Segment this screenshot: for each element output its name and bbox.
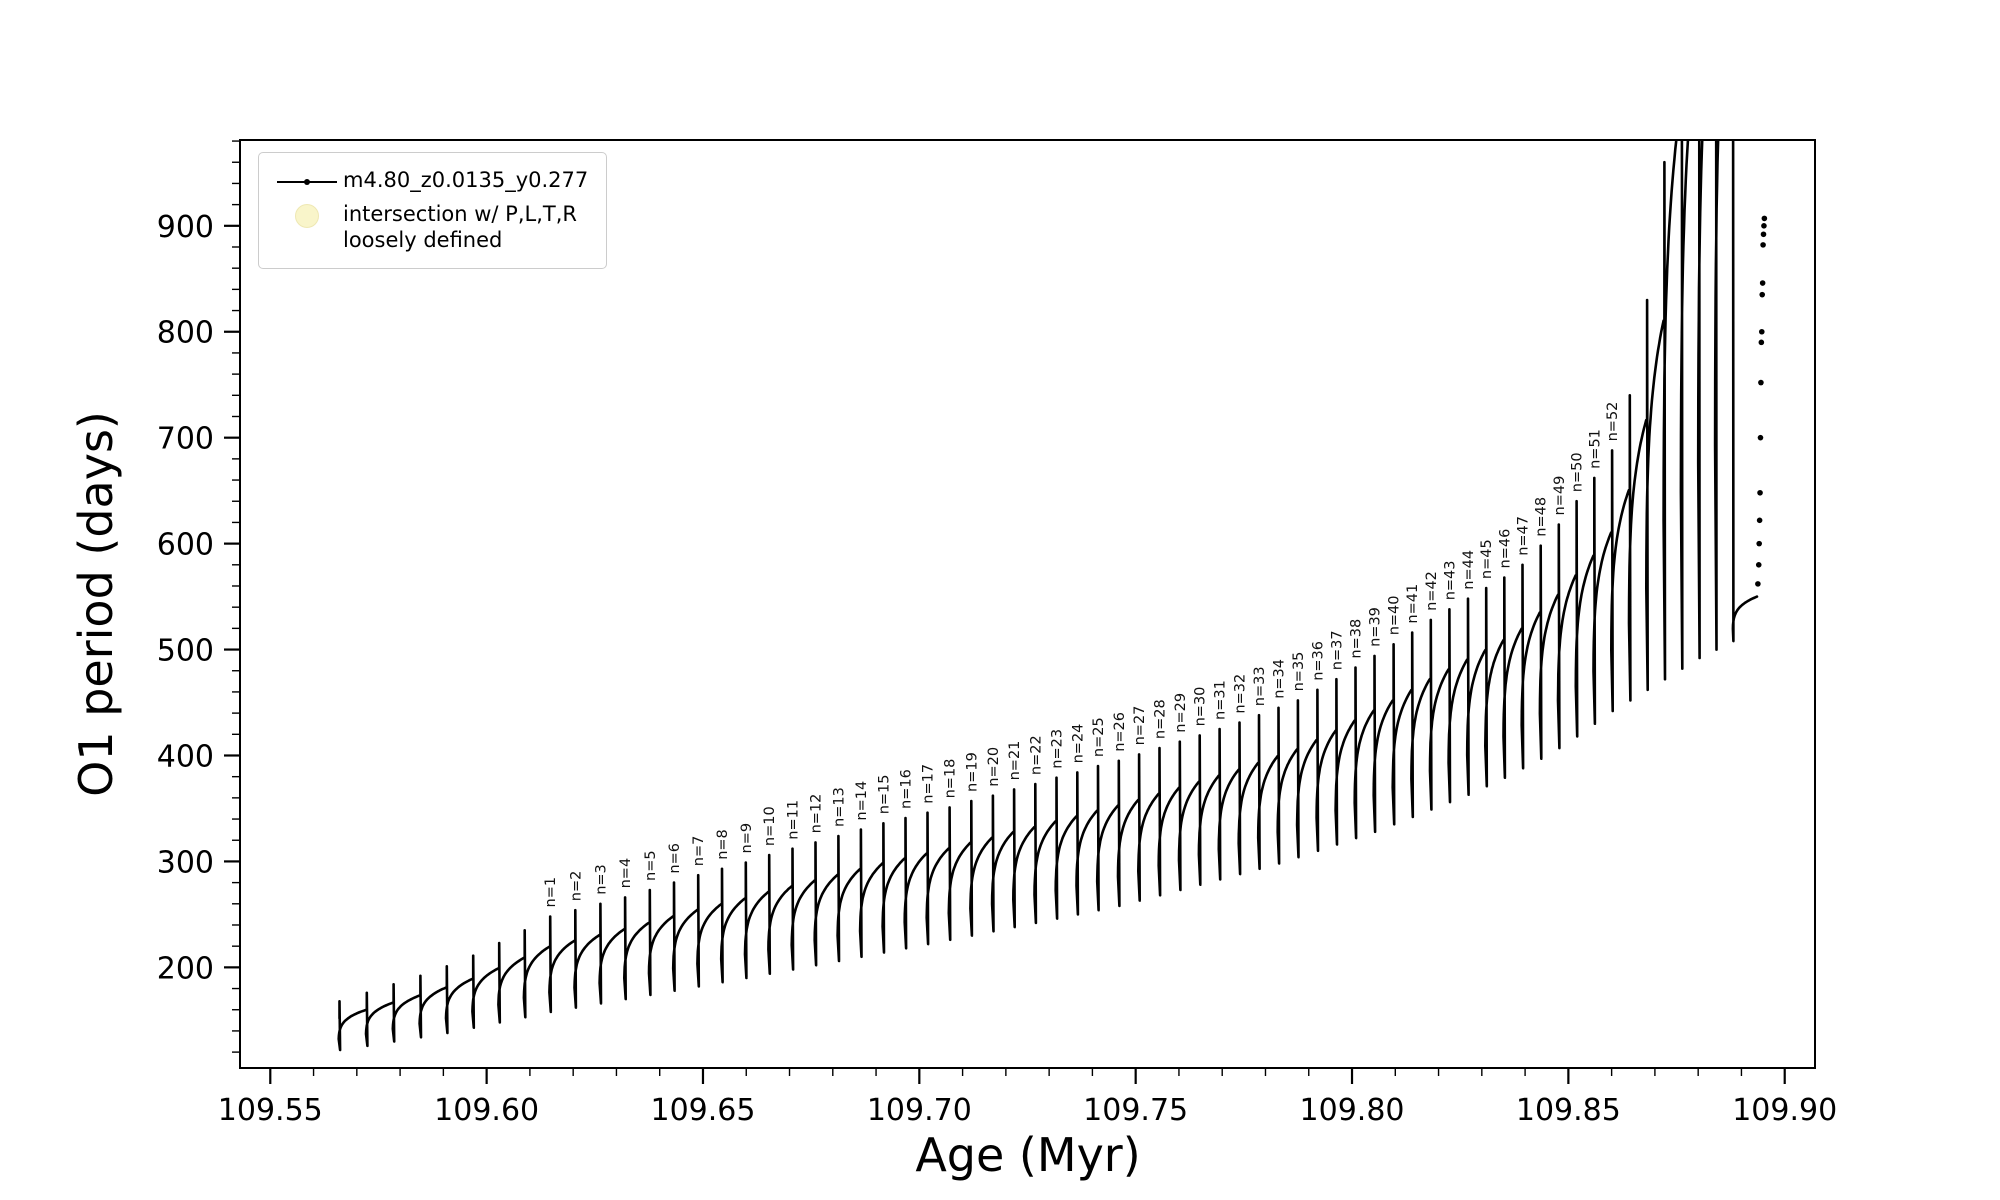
data-point — [1757, 489, 1763, 496]
pulse-label: n=42 — [1424, 571, 1440, 611]
data-point — [1761, 215, 1768, 222]
pulse-label: n=38 — [1349, 619, 1365, 659]
pulse-label: n=48 — [1534, 497, 1550, 537]
pulse-label: n=35 — [1291, 652, 1307, 692]
pulse-label: n=3 — [593, 864, 609, 895]
pulse-label: n=18 — [943, 759, 959, 799]
pulse-label: n=50 — [1570, 452, 1586, 492]
pulse-label: n=49 — [1552, 476, 1568, 516]
legend-entry-label: intersection w/ P,L,T,R loosely defined — [343, 202, 577, 253]
y-tick-label: 800 — [157, 316, 214, 351]
data-series — [337, 140, 1768, 1052]
pulse-labels: n=1 n=2 n=3 n=4 n=5 n=6 n=7 n=8 n=9 n=10 n=11 n=12 n… — [543, 402, 1621, 908]
pulse-label: n=7 — [691, 836, 707, 867]
pulse-label: n=45 — [1479, 539, 1495, 579]
y-tick-label: 400 — [157, 739, 214, 774]
pulse-label: n=22 — [1028, 735, 1044, 775]
data-point — [1761, 223, 1767, 229]
y-tick-label: 900 — [157, 210, 214, 245]
pulse-label: n=4 — [618, 858, 634, 889]
line-marker-icon — [271, 167, 343, 197]
pulse-label: n=1 — [543, 877, 559, 908]
pulse-label: n=24 — [1070, 724, 1086, 764]
pulse-label: n=36 — [1310, 641, 1326, 681]
pulse-label: n=26 — [1112, 712, 1128, 752]
pulse-label: n=10 — [762, 806, 778, 846]
pulse-label: n=11 — [786, 800, 802, 840]
pulse-label: n=41 — [1405, 584, 1421, 624]
legend-entry: m4.80_z0.0135_y0.277 — [271, 167, 588, 197]
data-point — [1757, 434, 1764, 441]
y-tick-label: 500 — [157, 634, 214, 669]
x-tick-label: 109.90 — [1732, 1093, 1837, 1128]
x-tick-label: 109.55 — [218, 1093, 323, 1128]
circle-marker-icon — [271, 201, 343, 231]
pulse-label: n=20 — [986, 747, 1002, 787]
y-tick-label: 200 — [157, 951, 214, 986]
pulse-label: n=43 — [1442, 561, 1458, 601]
pulse-label: n=16 — [899, 769, 915, 809]
legend: m4.80_z0.0135_y0.277 intersection w/ P,L… — [258, 152, 608, 269]
pulse-label: n=23 — [1050, 729, 1066, 769]
pulse-label: n=28 — [1153, 699, 1169, 739]
pulse-label: n=13 — [831, 787, 847, 827]
pulse-label: n=12 — [809, 794, 825, 834]
pulse-label: n=6 — [667, 843, 683, 874]
x-tick-label: 109.70 — [867, 1093, 972, 1128]
pulse-label: n=29 — [1173, 693, 1189, 733]
pulse-label: n=40 — [1387, 596, 1403, 636]
pulse-label: n=32 — [1233, 674, 1249, 714]
pulse-label: n=46 — [1497, 529, 1513, 569]
data-point — [1755, 581, 1761, 587]
data-point — [1758, 339, 1765, 346]
pulse-label: n=9 — [739, 823, 755, 854]
x-tick-label: 109.60 — [434, 1093, 539, 1128]
pulse-label: n=25 — [1091, 717, 1107, 757]
y-tick-label: 300 — [157, 845, 214, 880]
data-point — [1758, 379, 1764, 386]
pulse-label: n=30 — [1193, 687, 1209, 727]
pulse-label: n=37 — [1329, 630, 1345, 670]
pulse-label: n=39 — [1368, 607, 1384, 647]
pulse-label: n=31 — [1213, 680, 1229, 720]
pulse-label: n=51 — [1587, 429, 1603, 469]
x-tick-label: 109.65 — [650, 1093, 755, 1128]
data-point — [1759, 291, 1766, 298]
pulse-label: n=27 — [1132, 706, 1148, 746]
pulse-label: n=17 — [921, 764, 937, 804]
data-point — [1755, 562, 1762, 568]
pulse-label: n=33 — [1252, 666, 1268, 706]
pulse-label: n=19 — [964, 752, 980, 792]
y-tick-label: 600 — [157, 528, 214, 563]
pulse-label: n=8 — [715, 829, 731, 860]
x-axis-label: Age (Myr) — [915, 1128, 1141, 1182]
pulse-label: n=15 — [876, 775, 892, 815]
data-point — [1760, 242, 1766, 248]
pulse-label: n=34 — [1272, 659, 1288, 699]
legend-entry: intersection w/ P,L,T,R loosely defined — [271, 201, 588, 254]
x-tick-label: 109.80 — [1300, 1093, 1405, 1128]
pulse-label: n=14 — [854, 781, 870, 821]
data-point — [1756, 517, 1763, 524]
x-tick-label: 109.75 — [1083, 1093, 1188, 1128]
data-point — [1760, 231, 1767, 238]
pulse-label: n=5 — [643, 850, 659, 881]
pulse-label: n=44 — [1461, 550, 1477, 590]
data-point — [1758, 328, 1765, 335]
pulse-label: n=47 — [1516, 516, 1532, 556]
pulse-label: n=21 — [1007, 741, 1023, 781]
x-tick-label: 109.85 — [1516, 1093, 1621, 1128]
data-point — [1759, 280, 1766, 286]
axis-ticks: 109.55 109.60 109.65 109.70 109.75 109.80 109.… — [157, 140, 1837, 1128]
plot-border — [239, 139, 1816, 1069]
y-tick-label: 700 — [157, 422, 214, 457]
data-point — [1756, 540, 1762, 547]
pulse-label: n=52 — [1605, 402, 1621, 442]
pulse-label: n=2 — [568, 871, 584, 902]
legend-entry-label: m4.80_z0.0135_y0.277 — [343, 168, 589, 192]
y-axis-label: O1 period (days) — [69, 411, 123, 797]
